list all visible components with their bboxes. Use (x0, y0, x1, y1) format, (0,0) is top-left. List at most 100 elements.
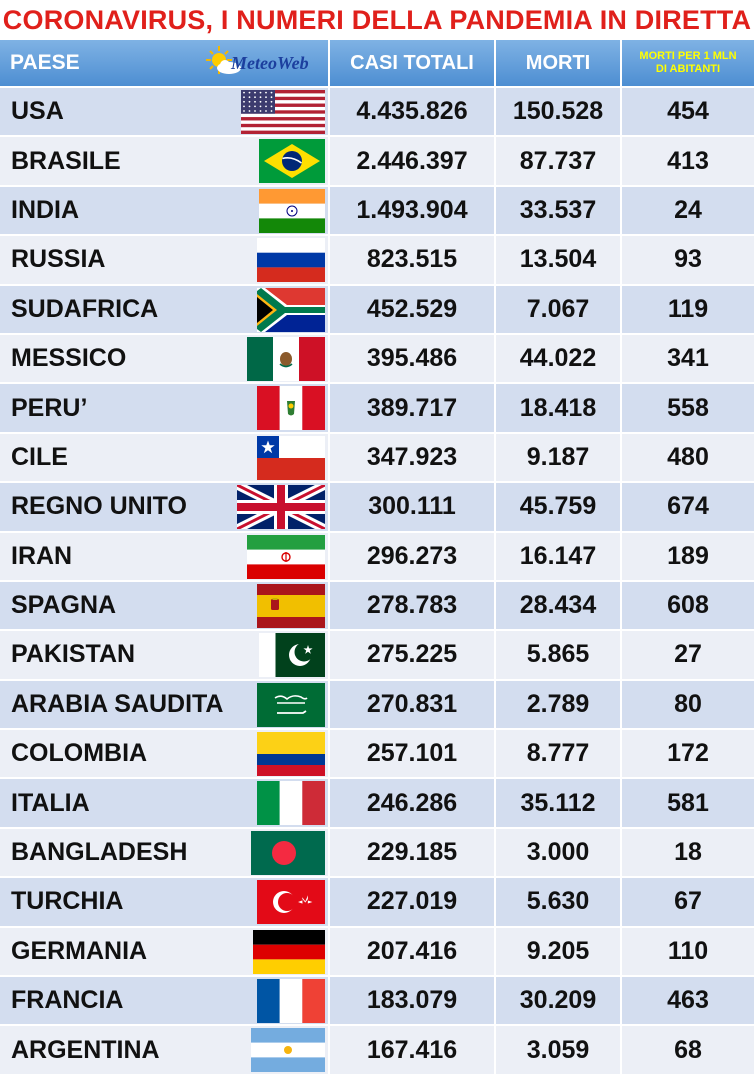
country-cell: ITALIA (0, 779, 328, 827)
country-name: USA (11, 97, 64, 126)
morti-cell: 13.504 (496, 236, 620, 284)
morti-per-mln-cell: 67 (622, 878, 754, 926)
pakistan-flag-icon (259, 633, 325, 678)
country-cell: SUDAFRICA (0, 285, 328, 333)
morti-per-mln-cell: 581 (622, 779, 754, 827)
uk-flag-icon (237, 485, 325, 530)
table-row: ITALIA 246.286 35.112 581 (0, 779, 754, 827)
casi-totali-cell: 296.273 (330, 532, 494, 580)
morti-cell: 5.630 (496, 878, 620, 926)
casi-totali-cell: 257.101 (330, 730, 494, 778)
country-name: TURCHIA (11, 887, 124, 916)
page-title: CORONAVIRUS, I NUMERI DELLA PANDEMIA IN … (2, 5, 752, 35)
casi-totali-cell: 270.831 (330, 680, 494, 729)
morti-per-mln-cell: 608 (622, 581, 754, 630)
country-name: GERMANIA (11, 936, 148, 965)
usa-flag-icon (241, 90, 325, 134)
country-name: RUSSIA (11, 245, 106, 274)
header-morti-per-mln: MORTI PER 1 MLN DI ABITANTI (622, 40, 754, 86)
morti-per-mln-cell: 119 (622, 285, 754, 333)
country-cell: USA (0, 88, 328, 136)
peru-flag-icon (257, 386, 325, 431)
morti-cell: 35.112 (496, 779, 620, 827)
header-morti-per-mln-line2: DI ABITANTI (655, 63, 721, 75)
morti-per-mln-cell: 68 (622, 1026, 754, 1074)
casi-totali-cell: 2.446.397 (330, 137, 494, 185)
brazil-flag-icon (259, 139, 325, 184)
chile-flag-icon (257, 435, 325, 480)
colombia-flag-icon (257, 732, 325, 777)
country-name: COLOMBIA (11, 739, 148, 768)
morti-per-mln-cell: 480 (622, 433, 754, 482)
country-cell: ARABIA SAUDITA (0, 680, 328, 729)
country-cell: REGNO UNITO (0, 483, 328, 531)
country-name: SUDAFRICA (11, 294, 159, 323)
table-body: USA 4.435.826 150.528 454 BRASILE 2.446.… (0, 88, 754, 1076)
table-row: BRASILE 2.446.397 87.737 413 (0, 137, 754, 185)
country-name: ARABIA SAUDITA (11, 689, 224, 718)
header-morti-per-mln-line1: MORTI PER 1 MLN (639, 50, 737, 62)
morti-per-mln-cell: 454 (622, 88, 754, 136)
casi-totali-cell: 395.486 (330, 334, 494, 383)
country-cell: IRAN (0, 532, 328, 580)
country-cell: PERU’ (0, 384, 328, 432)
morti-per-mln-cell: 24 (622, 186, 754, 235)
argentina-flag-icon (251, 1028, 325, 1073)
morti-per-mln-cell: 27 (622, 631, 754, 679)
morti-cell: 7.067 (496, 285, 620, 333)
morti-cell: 3.059 (496, 1026, 620, 1074)
country-cell: TURCHIA (0, 878, 328, 926)
casi-totali-cell: 1.493.904 (330, 186, 494, 235)
morti-cell: 45.759 (496, 483, 620, 531)
table-row: SPAGNA 278.783 28.434 608 (0, 581, 754, 630)
casi-totali-cell: 823.515 (330, 236, 494, 284)
country-cell: PAKISTAN (0, 631, 328, 679)
country-name: MESSICO (11, 344, 127, 373)
country-name: PAKISTAN (11, 640, 136, 669)
table-row: IRAN 296.273 16.147 189 (0, 532, 754, 580)
country-name: IRAN (11, 541, 73, 570)
country-name: ARGENTINA (11, 1035, 160, 1064)
morti-cell: 2.789 (496, 680, 620, 729)
country-name: PERU’ (11, 393, 88, 422)
country-name: BRASILE (11, 146, 121, 175)
morti-cell: 33.537 (496, 186, 620, 235)
country-cell: CILE (0, 433, 328, 482)
country-name: ITALIA (11, 788, 90, 817)
table-row: ARABIA SAUDITA 270.831 2.789 80 (0, 680, 754, 729)
morti-cell: 30.209 (496, 977, 620, 1025)
morti-cell: 18.418 (496, 384, 620, 432)
morti-cell: 28.434 (496, 581, 620, 630)
casi-totali-cell: 246.286 (330, 779, 494, 827)
table-row: USA 4.435.826 150.528 454 (0, 88, 754, 136)
bangladesh-flag-icon (251, 830, 325, 875)
morti-cell: 150.528 (496, 88, 620, 136)
casi-totali-cell: 278.783 (330, 581, 494, 630)
table-row: FRANCIA 183.079 30.209 463 (0, 977, 754, 1025)
country-name: BANGLADESH (11, 838, 188, 867)
table-row: GERMANIA 207.416 9.205 110 (0, 927, 754, 976)
casi-totali-cell: 229.185 (330, 828, 494, 877)
morti-cell: 44.022 (496, 334, 620, 383)
table-row: RUSSIA 823.515 13.504 93 (0, 236, 754, 284)
country-cell: ARGENTINA (0, 1026, 328, 1074)
country-cell: INDIA (0, 186, 328, 235)
morti-per-mln-cell: 558 (622, 384, 754, 432)
table-row: REGNO UNITO 300.111 45.759 674 (0, 483, 754, 531)
casi-totali-cell: 452.529 (330, 285, 494, 333)
country-cell: FRANCIA (0, 977, 328, 1025)
table-row: MESSICO 395.486 44.022 341 (0, 334, 754, 383)
country-cell: BANGLADESH (0, 828, 328, 877)
country-cell: BRASILE (0, 137, 328, 185)
casi-totali-cell: 207.416 (330, 927, 494, 976)
morti-per-mln-cell: 674 (622, 483, 754, 531)
morti-cell: 5.865 (496, 631, 620, 679)
casi-totali-cell: 300.111 (330, 483, 494, 531)
mexico-flag-icon (247, 336, 325, 381)
turkey-flag-icon (257, 880, 325, 925)
table-row: INDIA 1.493.904 33.537 24 (0, 186, 754, 235)
morti-per-mln-cell: 110 (622, 927, 754, 976)
casi-totali-cell: 4.435.826 (330, 88, 494, 136)
morti-cell: 16.147 (496, 532, 620, 580)
